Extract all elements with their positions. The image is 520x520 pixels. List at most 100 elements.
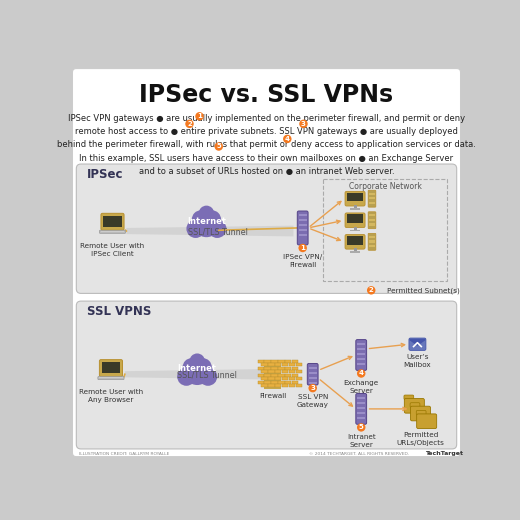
FancyBboxPatch shape — [356, 394, 367, 424]
Circle shape — [203, 210, 221, 229]
Bar — [268, 370, 275, 373]
Bar — [347, 236, 363, 244]
Bar — [369, 245, 375, 247]
Circle shape — [177, 367, 196, 386]
Bar — [349, 209, 360, 210]
Circle shape — [184, 359, 210, 385]
Bar — [296, 377, 302, 380]
Bar — [354, 205, 357, 209]
Bar — [275, 370, 281, 373]
Bar — [271, 381, 278, 384]
Text: IPSec: IPSec — [87, 168, 124, 181]
Bar — [102, 362, 120, 373]
Bar — [357, 401, 365, 404]
Bar — [296, 370, 302, 373]
Polygon shape — [410, 340, 425, 345]
Bar — [275, 384, 281, 387]
Circle shape — [308, 384, 317, 393]
Bar — [309, 382, 317, 384]
Bar — [309, 386, 317, 389]
FancyBboxPatch shape — [345, 213, 365, 228]
Bar — [275, 377, 281, 380]
Text: 5: 5 — [216, 144, 221, 149]
Text: 2: 2 — [369, 288, 373, 293]
Text: Firewall: Firewall — [259, 393, 287, 399]
Circle shape — [196, 112, 204, 121]
Bar — [193, 229, 219, 237]
Bar — [354, 227, 357, 230]
Bar — [309, 367, 317, 369]
Bar — [357, 353, 365, 355]
FancyBboxPatch shape — [356, 340, 367, 370]
FancyBboxPatch shape — [101, 213, 124, 230]
Bar — [349, 230, 360, 231]
Text: Permitted Subnet(s): Permitted Subnet(s) — [387, 287, 459, 294]
Text: IPSec vs. SSL VPNs: IPSec vs. SSL VPNs — [139, 83, 394, 107]
Bar — [278, 360, 284, 363]
FancyBboxPatch shape — [368, 233, 376, 250]
Text: 3: 3 — [310, 385, 315, 391]
FancyBboxPatch shape — [417, 414, 437, 428]
Text: 4: 4 — [359, 370, 363, 376]
Bar — [347, 214, 363, 223]
Bar — [357, 348, 365, 350]
Bar — [369, 219, 375, 221]
Bar — [271, 360, 278, 363]
Bar — [299, 219, 306, 222]
Bar — [357, 363, 365, 365]
Bar — [296, 384, 302, 387]
Bar — [278, 381, 284, 384]
Circle shape — [199, 367, 217, 386]
Bar — [257, 360, 264, 363]
Bar — [354, 249, 357, 252]
FancyBboxPatch shape — [368, 190, 376, 207]
Bar — [357, 412, 365, 414]
FancyBboxPatch shape — [76, 301, 457, 449]
Bar — [349, 252, 360, 253]
Bar — [265, 374, 270, 376]
Bar — [299, 224, 306, 226]
Text: Remote User with
Any Browser: Remote User with Any Browser — [79, 389, 143, 403]
Bar — [289, 377, 295, 380]
Bar — [278, 374, 284, 376]
Bar — [265, 367, 270, 370]
Bar — [369, 192, 375, 195]
Text: 2: 2 — [187, 121, 192, 127]
Bar — [299, 234, 306, 237]
Bar — [369, 197, 375, 200]
Circle shape — [208, 219, 227, 238]
Bar — [262, 363, 268, 366]
FancyBboxPatch shape — [345, 235, 365, 249]
FancyBboxPatch shape — [99, 360, 123, 376]
Bar — [309, 376, 317, 379]
FancyBboxPatch shape — [410, 402, 420, 407]
FancyBboxPatch shape — [345, 191, 365, 206]
Bar — [323, 179, 447, 281]
Bar — [357, 397, 365, 399]
Text: SSL/TLS Tunnel: SSL/TLS Tunnel — [177, 371, 237, 380]
Bar — [369, 202, 375, 204]
Bar — [357, 343, 365, 345]
FancyBboxPatch shape — [409, 338, 426, 350]
Bar — [285, 381, 291, 384]
Bar — [289, 363, 295, 366]
Circle shape — [283, 135, 292, 143]
Bar — [101, 231, 124, 232]
Bar — [296, 363, 302, 366]
Text: 1: 1 — [300, 245, 305, 251]
Bar — [357, 407, 365, 409]
Bar — [265, 360, 270, 363]
Bar — [282, 370, 289, 373]
Bar — [369, 240, 375, 242]
Text: Permitted
URLs/Objects: Permitted URLs/Objects — [397, 432, 445, 446]
Bar — [268, 363, 275, 366]
Text: ILLUSTRATION CREDIT: GALLRYM ROYALLE: ILLUSTRATION CREDIT: GALLRYM ROYALLE — [79, 451, 169, 456]
Bar — [99, 377, 123, 379]
Text: User’s
Mailbox: User’s Mailbox — [404, 354, 431, 368]
Circle shape — [193, 211, 219, 237]
FancyBboxPatch shape — [417, 410, 426, 415]
Bar — [257, 381, 264, 384]
Text: Exchange
Server: Exchange Server — [344, 380, 379, 394]
Bar — [292, 374, 298, 376]
Bar — [282, 363, 289, 366]
